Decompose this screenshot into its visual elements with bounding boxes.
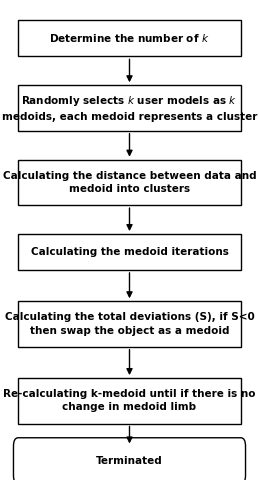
FancyBboxPatch shape (18, 301, 241, 347)
Text: Terminated: Terminated (96, 456, 163, 466)
Text: Calculating the distance between data and
medoid into clusters: Calculating the distance between data an… (3, 171, 256, 194)
FancyBboxPatch shape (18, 234, 241, 270)
Text: Randomly selects $k$ user models as $k$
medoids, each medoid represents a cluste: Randomly selects $k$ user models as $k$ … (2, 95, 257, 121)
Text: Re-calculating k-medoid until if there is no
change in medoid limb: Re-calculating k-medoid until if there i… (3, 389, 256, 412)
Text: Calculating the total deviations (S), if S<0
then swap the object as a medoid: Calculating the total deviations (S), if… (5, 312, 254, 336)
FancyBboxPatch shape (13, 438, 246, 480)
FancyBboxPatch shape (18, 85, 241, 131)
Text: Calculating the medoid iterations: Calculating the medoid iterations (31, 247, 228, 257)
Text: Determine the number of $k$: Determine the number of $k$ (49, 33, 210, 44)
FancyBboxPatch shape (18, 159, 241, 205)
FancyBboxPatch shape (18, 378, 241, 423)
FancyBboxPatch shape (18, 20, 241, 56)
